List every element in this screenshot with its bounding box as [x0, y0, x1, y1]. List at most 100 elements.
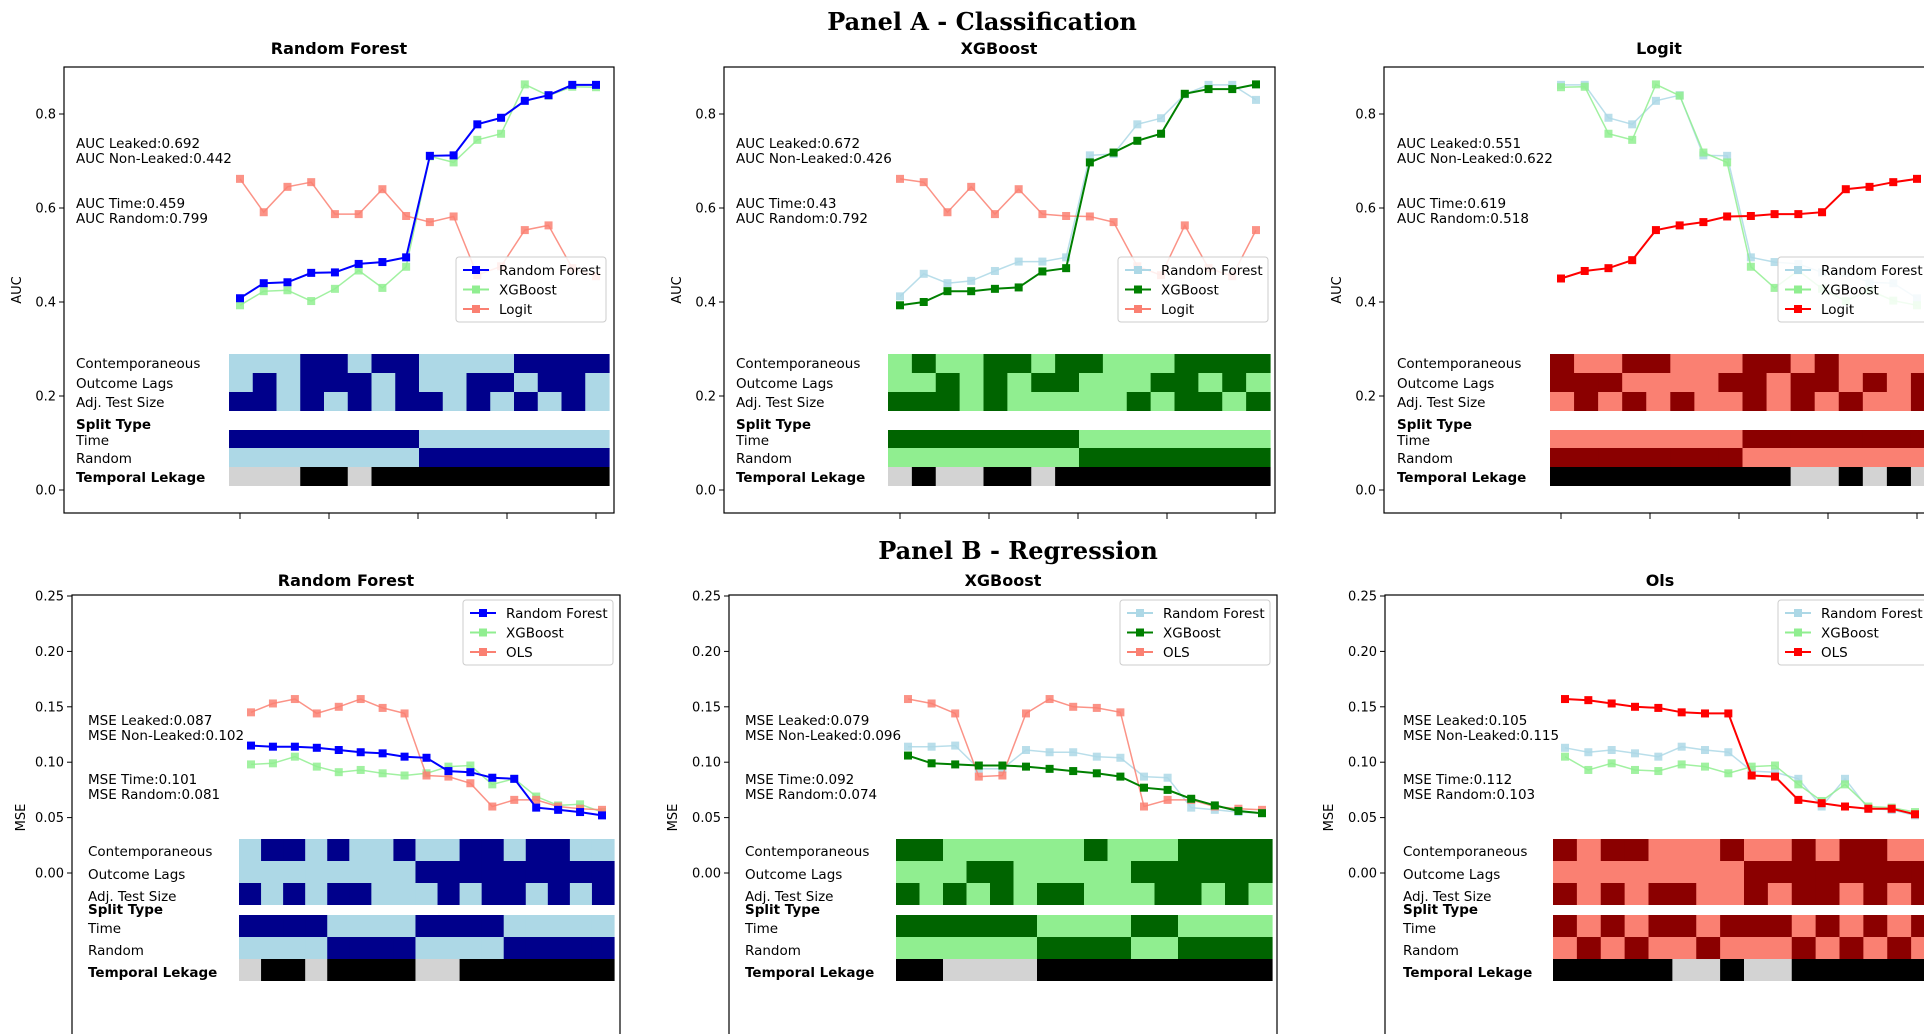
data-point [1747, 762, 1756, 771]
heatmap-cell [1154, 915, 1179, 937]
heatmap-cell [1862, 392, 1888, 411]
legend-label: XGBoost [506, 626, 564, 642]
heatmap-cell [888, 467, 913, 486]
data-point [1204, 85, 1213, 94]
heatmap-cell [393, 959, 417, 981]
heatmap-cell [419, 448, 444, 467]
heatmap-cell [1790, 373, 1816, 392]
heatmap-cell [466, 448, 491, 467]
data-point [1187, 803, 1196, 812]
heatmap-cell [503, 915, 527, 937]
data-point [422, 753, 431, 762]
heatmap-cell [347, 392, 373, 411]
heatmap-cell [959, 430, 985, 449]
data-point [1116, 753, 1125, 762]
heatmap-cell [1838, 467, 1864, 486]
heatmap-cell [561, 430, 586, 449]
heatmap-cell [459, 937, 483, 959]
y-tick-label: 0.8 [695, 108, 716, 123]
data-point [1014, 185, 1023, 194]
heatmap-cell [1744, 959, 1769, 981]
legend-swatch-marker [1794, 648, 1802, 656]
heatmap-cell [1576, 915, 1602, 937]
heatmap-cell [442, 448, 468, 467]
heatmap-cell [1790, 448, 1816, 467]
data-point [1631, 765, 1639, 774]
heatmap-cell [1007, 430, 1032, 449]
heatmap-cell [393, 861, 417, 883]
heatmap-cell [1791, 915, 1817, 937]
heatmap-cell [561, 467, 586, 486]
data-point [1631, 749, 1639, 758]
heatmap-cell [1863, 861, 1888, 883]
heatmap-cell [1060, 915, 1085, 937]
heatmap-cell [371, 959, 395, 981]
heatmap-cell [1670, 467, 1695, 486]
heatmap-cell [966, 915, 991, 937]
heatmap-cell [1718, 467, 1744, 486]
data-point [532, 803, 541, 812]
data-point [334, 702, 343, 711]
heatmap-cell [1862, 448, 1888, 467]
heatmap-cell [1767, 937, 1793, 959]
data-point [1628, 135, 1637, 144]
heatmap-cell [1767, 915, 1793, 937]
heatmap-cell [525, 915, 549, 937]
heatmap-cell [437, 883, 461, 905]
data-point [1069, 702, 1078, 711]
y-tick-label: 0.15 [692, 700, 721, 715]
data-point [904, 695, 912, 704]
data-point [532, 795, 541, 804]
y-tick-label: 0.6 [695, 202, 716, 217]
metric-annotation: MSE Time:0.112 [1403, 772, 1512, 788]
heatmap-cell [1126, 448, 1152, 467]
heatmap-cell [466, 430, 491, 449]
heatmap-cell [1198, 467, 1223, 486]
data-point [1045, 748, 1054, 757]
subplot-title: Random Forest [271, 39, 408, 58]
data-point [356, 695, 365, 704]
data-point [943, 287, 952, 296]
data-point [1561, 695, 1569, 704]
heatmap-row-label: Outcome Lags [736, 376, 833, 392]
metric-annotation: MSE Non-Leaked:0.115 [1403, 728, 1559, 744]
heatmap-cell [959, 373, 985, 392]
heatmap-cell [959, 392, 985, 411]
heatmap-cell [327, 915, 350, 937]
data-point [510, 774, 519, 783]
heatmap-cell [1720, 937, 1745, 959]
y-tick-label: 0.10 [692, 756, 721, 771]
data-point [576, 800, 585, 809]
heatmap-cell [1550, 448, 1575, 467]
panel-a-title: Panel A - Classification [827, 7, 1137, 36]
heatmap-cell [896, 861, 921, 883]
heatmap-cell [239, 861, 262, 883]
data-point [1675, 221, 1684, 230]
heatmap-cell [1201, 915, 1226, 937]
heatmap-cell [393, 839, 417, 861]
heatmap-cell [1055, 430, 1080, 449]
data-point [354, 259, 363, 268]
heatmap-cell [395, 392, 420, 411]
heatmap-cell [229, 448, 254, 467]
heatmap-cell [547, 883, 571, 905]
heatmap-cell [252, 392, 278, 411]
y-tick-label: 0.05 [35, 811, 64, 826]
data-point [1794, 774, 1803, 783]
metric-annotation: MSE Non-Leaked:0.096 [745, 728, 901, 744]
heatmap-cell [983, 448, 1008, 467]
heatmap-cell [1744, 839, 1769, 861]
heatmap-cell [466, 354, 491, 373]
heatmap-cell [1102, 448, 1128, 467]
heatmap-cell [327, 839, 350, 861]
heatmap-cell [419, 354, 444, 373]
heatmap-cell [1767, 839, 1793, 861]
data-point [1038, 267, 1047, 276]
heatmap-cell [911, 354, 937, 373]
heatmap-cell [459, 959, 483, 981]
heatmap-cell [1887, 959, 1912, 981]
heatmap-cell [1037, 839, 1062, 861]
heatmap-cell [547, 861, 571, 883]
heatmap-cell [1201, 883, 1226, 905]
